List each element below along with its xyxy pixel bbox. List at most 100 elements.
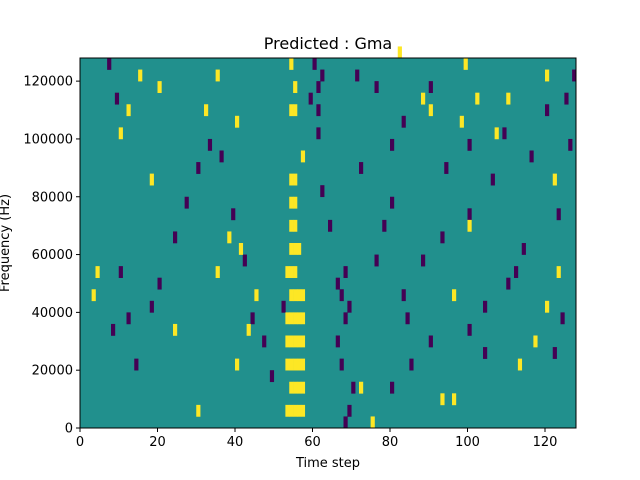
heatmap-cell-low <box>440 231 445 244</box>
heatmap-cell-low <box>250 312 255 325</box>
heatmap-cell-low <box>401 115 406 128</box>
x-tick-label: 0 <box>76 435 84 450</box>
heatmap-cell-low <box>556 208 561 221</box>
heatmap-cell-high <box>300 358 306 371</box>
heatmap-cell-low <box>157 277 162 290</box>
heatmap-cell-high <box>293 312 298 325</box>
heatmap-cell-low <box>355 69 360 82</box>
heatmap-cell-low <box>351 381 356 394</box>
heatmap-cell-high <box>293 104 298 117</box>
heatmap-cell-high <box>545 69 550 82</box>
heatmap-cell-high <box>297 335 302 348</box>
heatmap-cell-low <box>374 254 379 267</box>
heatmap-cell-low <box>316 127 321 140</box>
heatmap-cell-low <box>343 312 348 325</box>
heatmap-cell-high <box>297 358 302 371</box>
heatmap-cell-high <box>452 289 457 302</box>
heatmap-cell-high <box>235 358 240 371</box>
heatmap-cell-high <box>494 127 499 140</box>
heatmap-cell-low <box>529 150 534 163</box>
y-tick-label: 100000 <box>23 132 73 147</box>
heatmap-cell-low <box>374 81 379 93</box>
heatmap-cell-low <box>196 162 201 174</box>
heatmap-cell-high <box>118 127 123 140</box>
chart-title: Predicted : Gma <box>264 34 392 53</box>
heatmap-cell-low <box>207 138 213 151</box>
heatmap-cell-high <box>421 92 426 105</box>
x-tick-label: 20 <box>149 435 166 450</box>
heatmap-cell-high <box>204 104 209 117</box>
heatmap-cell-low <box>421 254 426 267</box>
x-axis: 0 20 40 60 80 100 120 <box>76 428 557 450</box>
heatmap-cell-low <box>390 196 395 209</box>
y-tick-label: 0 <box>65 422 73 437</box>
heatmap-cell-low <box>483 300 488 313</box>
heatmap-cell-high <box>289 196 294 209</box>
heatmap-cell-low <box>328 219 333 232</box>
heatmap-cell-low <box>339 358 344 371</box>
heatmap-cell-high <box>293 404 298 417</box>
heatmap-cell-high <box>293 381 298 394</box>
heatmap-cell-low <box>483 347 488 359</box>
heatmap-cell-high <box>173 323 178 336</box>
heatmap-cell-low <box>126 312 131 325</box>
heatmap-cell-low <box>514 266 519 278</box>
heatmap-layer <box>80 46 577 429</box>
heatmap-cell-low <box>428 81 433 93</box>
heatmap-cell-high <box>289 358 294 371</box>
heatmap-cell-high <box>289 58 294 70</box>
heatmap-cell-high <box>545 300 550 313</box>
heatmap-cell-low <box>390 138 395 151</box>
heatmap-cell-low <box>312 58 317 70</box>
heatmap-cell-high <box>297 312 302 325</box>
heatmap-cell-high <box>293 243 298 255</box>
heatmap-cell-low <box>343 266 348 278</box>
heatmap-cell-low <box>572 69 577 82</box>
heatmap-cell-high <box>289 266 294 278</box>
heatmap-cell-low <box>506 277 511 290</box>
heatmap-cell-low <box>521 243 526 255</box>
heatmap-cell-high <box>289 243 294 255</box>
x-tick-label: 100 <box>455 435 480 450</box>
heatmap-cell-high <box>293 289 298 302</box>
heatmap-cell-low <box>114 92 120 105</box>
heatmap-cell-low <box>320 185 325 198</box>
heatmap-cell-low <box>568 138 573 151</box>
y-tick-label: 40000 <box>32 306 73 321</box>
y-tick-label: 120000 <box>23 75 73 90</box>
heatmap-cell-high <box>475 92 480 105</box>
heatmap-cell-low <box>242 254 247 267</box>
heatmap-cell-low <box>308 92 313 105</box>
heatmap-cell-high <box>157 81 162 93</box>
heatmap-cell-high <box>285 335 290 348</box>
heatmap-cell-high <box>293 219 298 232</box>
heatmap-cell-high <box>289 335 294 348</box>
x-tick-label: 80 <box>382 435 399 450</box>
heatmap-cell-high <box>293 335 298 348</box>
heatmap-cell-high <box>297 289 302 302</box>
heatmap-cell-low <box>281 300 286 313</box>
x-tick-label: 40 <box>227 435 244 450</box>
heatmap-cell-high <box>289 312 294 325</box>
heatmap-cell-low <box>269 370 275 383</box>
heatmap-cell-high <box>359 381 364 394</box>
heatmap-cell-low <box>111 323 116 336</box>
heatmap-cell-low <box>359 162 364 174</box>
heatmap-cell-low <box>382 219 387 232</box>
heatmap-cell-high <box>506 92 511 105</box>
heatmap-cell-high <box>463 58 468 70</box>
heatmap-cell-low <box>347 300 352 313</box>
heatmap-cell-high <box>552 173 557 186</box>
heatmap-cell-high <box>285 266 290 278</box>
heatmap-cell-low <box>552 347 557 359</box>
heatmap-cell-high <box>215 266 220 278</box>
heatmap-cell-high <box>300 381 306 394</box>
heatmap-cell-low <box>545 104 550 117</box>
heatmap-cell-high <box>370 416 375 429</box>
heatmap-cell-high <box>227 231 232 244</box>
heatmap-cell-high <box>289 104 294 117</box>
heatmap-cell-low <box>339 289 344 302</box>
heatmap-cell-low <box>184 196 189 209</box>
heatmap-cell-low <box>316 104 321 117</box>
heatmap-cell-high <box>440 393 445 406</box>
